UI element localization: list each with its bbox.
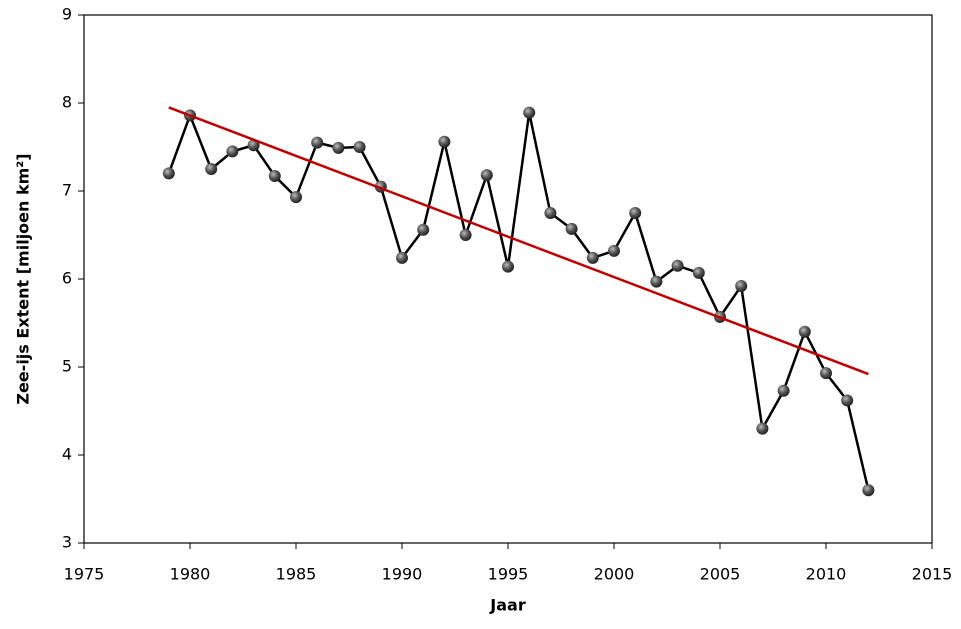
data-point: [438, 135, 451, 148]
y-tick-label: 9: [62, 5, 72, 24]
y-tick-label: 4: [62, 445, 72, 464]
data-point: [544, 207, 557, 219]
x-tick-label: 1990: [382, 565, 423, 584]
x-tick-label: 2015: [912, 565, 953, 584]
series-line: [167, 111, 870, 491]
data-point: [841, 394, 854, 407]
x-tick-label: 1995: [488, 565, 529, 584]
data-point: [586, 251, 599, 264]
data-point: [692, 266, 705, 279]
data-point: [671, 259, 684, 272]
data-point: [629, 207, 642, 219]
data-point: [480, 169, 493, 182]
data-point: [777, 384, 790, 397]
y-tick-label: 3: [62, 533, 72, 552]
data-point: [311, 136, 324, 149]
data-point: [650, 275, 663, 288]
data-point: [290, 191, 302, 204]
data-point: [226, 145, 239, 158]
data-point: [608, 244, 620, 257]
data-point: [162, 167, 175, 180]
data-point: [565, 222, 578, 235]
data-point: [756, 422, 769, 435]
data-point: [205, 163, 218, 175]
data-point: [820, 367, 832, 380]
data-point: [396, 251, 408, 264]
x-tick-label: 1975: [64, 565, 105, 584]
data-point: [417, 223, 430, 236]
x-axis-label: Jaar: [489, 596, 526, 615]
data-point: [523, 106, 536, 119]
y-axis-label: Zee-ijs Extent [miljoen km²]: [14, 153, 33, 404]
x-tick-label: 2010: [806, 565, 847, 584]
data-point: [353, 141, 366, 153]
y-tick-label: 8: [62, 93, 72, 112]
data-point: [332, 141, 345, 154]
data-point: [459, 229, 472, 241]
x-tick-label: 1985: [276, 565, 317, 584]
y-tick-label: 5: [62, 357, 72, 376]
series-line: [168, 106, 869, 376]
data-point: [247, 139, 260, 152]
data-point: [735, 280, 748, 293]
plot-frame: [83, 14, 933, 544]
x-tick-label: 2005: [700, 565, 741, 584]
data-point: [502, 260, 514, 273]
data-point: [268, 170, 281, 183]
x-tick-label: 1980: [170, 565, 211, 584]
data-point: [798, 325, 811, 338]
data-point: [862, 484, 875, 497]
y-tick-label: 7: [62, 181, 72, 200]
y-tick-label: 6: [62, 269, 72, 288]
x-tick-label: 2000: [594, 565, 635, 584]
